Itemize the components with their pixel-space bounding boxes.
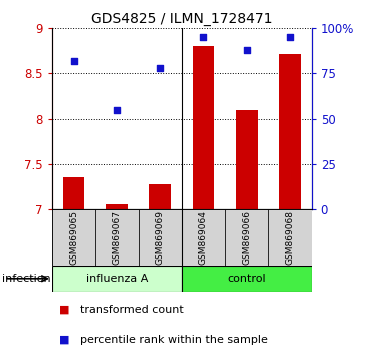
Text: GSM869068: GSM869068 — [286, 210, 295, 265]
Bar — [268, 209, 312, 266]
Bar — [52, 266, 182, 292]
Point — [244, 47, 250, 53]
Bar — [182, 266, 312, 292]
Point — [287, 35, 293, 40]
Point — [200, 35, 206, 40]
Bar — [236, 110, 257, 209]
Text: ■: ■ — [59, 305, 70, 315]
Bar — [182, 209, 225, 266]
Text: percentile rank within the sample: percentile rank within the sample — [80, 335, 267, 345]
Text: GSM869065: GSM869065 — [69, 210, 78, 265]
Text: influenza A: influenza A — [86, 274, 148, 284]
Text: ■: ■ — [59, 335, 70, 345]
Bar — [279, 53, 301, 209]
Title: GDS4825 / ILMN_1728471: GDS4825 / ILMN_1728471 — [91, 12, 273, 26]
Text: GSM869064: GSM869064 — [199, 210, 208, 265]
Text: transformed count: transformed count — [80, 305, 184, 315]
Text: infection: infection — [2, 274, 50, 284]
Bar — [193, 46, 214, 209]
Bar — [63, 177, 85, 209]
Bar — [52, 209, 95, 266]
Text: GSM869069: GSM869069 — [156, 210, 165, 265]
Point — [114, 107, 120, 113]
Bar — [95, 209, 138, 266]
Point — [70, 58, 76, 64]
Text: GSM869066: GSM869066 — [242, 210, 251, 265]
Text: GSM869067: GSM869067 — [112, 210, 121, 265]
Point — [157, 65, 163, 71]
Bar — [138, 209, 182, 266]
Bar — [150, 184, 171, 209]
Bar — [225, 209, 268, 266]
Bar — [106, 204, 128, 209]
Text: control: control — [227, 274, 266, 284]
